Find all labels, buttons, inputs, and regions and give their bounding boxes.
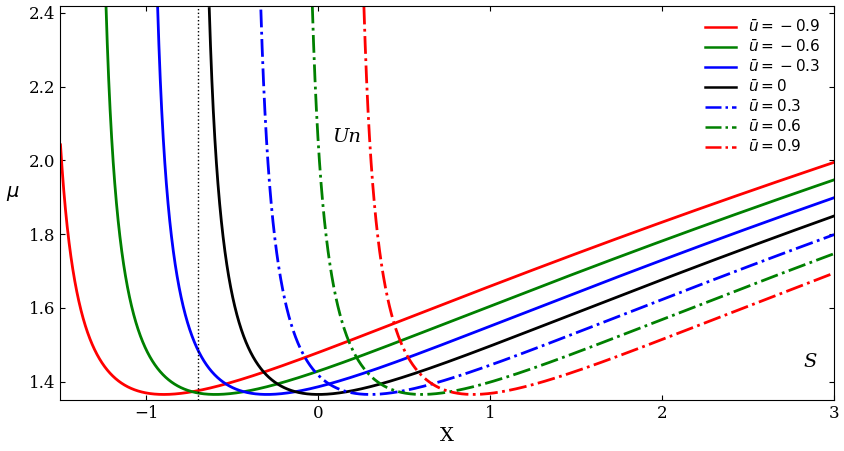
$\bar{u} = -0.9$: [694, 206, 704, 212]
$\bar{u} = 0$: [352, 387, 362, 392]
Line: $\bar{u} = 0.6$: $\bar{u} = 0.6$: [312, 5, 836, 395]
$\bar{u} = 0.9$: [831, 269, 841, 275]
$\bar{u} = -0.3$: [352, 373, 362, 378]
$\bar{u} = -0.6$: [694, 225, 704, 230]
$\bar{u} = 0.3$: [521, 349, 531, 354]
$\bar{u} = -0.6$: [521, 290, 531, 295]
$\bar{u} = -0.9$: [197, 387, 207, 392]
$\bar{u} = -0.3$: [635, 266, 645, 271]
$\bar{u} = -0.9$: [56, 142, 66, 147]
$\bar{u} = 0$: [521, 329, 531, 335]
$\bar{u} = 0.3$: [560, 334, 571, 340]
$\bar{u} = -0.3$: [831, 194, 841, 199]
$\bar{u} = -0.9$: [635, 227, 645, 233]
$\bar{u} = -0.3$: [521, 309, 531, 315]
$\bar{u} = -0.6$: [831, 176, 841, 181]
$\bar{u} = -0.9$: [521, 270, 531, 275]
$\bar{u} = 0.3$: [831, 230, 841, 236]
$\bar{u} = 0.6$: [560, 354, 571, 359]
Line: $\bar{u} = -0.6$: $\bar{u} = -0.6$: [106, 6, 836, 395]
$\bar{u} = 0.9$: [694, 322, 704, 328]
$\bar{u} = 0.6$: [635, 325, 645, 331]
$\bar{u} = -0.9$: [352, 335, 362, 340]
$\bar{u} = -0.9$: [159, 392, 169, 397]
$\bar{u} = -0.3$: [560, 294, 571, 299]
$\bar{u} = -0.6$: [560, 274, 571, 280]
$\bar{u} = 0.3$: [635, 305, 645, 311]
Line: $\bar{u} = 0.3$: $\bar{u} = 0.3$: [261, 9, 836, 395]
Line: $\bar{u} = 0$: $\bar{u} = 0$: [209, 9, 836, 395]
$\bar{u} = 0$: [635, 285, 645, 291]
$\bar{u} = 0$: [831, 212, 841, 217]
Legend: $\bar{u} = -0.9$, $\bar{u} = -0.6$, $\bar{u} = -0.3$, $\bar{u} = 0$, $\bar{u} = : $\bar{u} = -0.9$, $\bar{u} = -0.6$, $\ba…: [698, 13, 825, 161]
$\bar{u} = 0.6$: [521, 368, 531, 373]
$\bar{u} = -0.9$: [560, 255, 571, 260]
$\bar{u} = 0.9$: [635, 345, 645, 350]
$\bar{u} = 0.3$: [694, 282, 704, 288]
Y-axis label: $\mu$: $\mu$: [6, 184, 19, 203]
$\bar{u} = -0.3$: [694, 244, 704, 249]
Text: Un: Un: [332, 128, 360, 146]
X-axis label: X: X: [440, 428, 454, 446]
$\bar{u} = 0.9$: [521, 384, 531, 389]
$\bar{u} = 0.3$: [352, 391, 362, 396]
$\bar{u} = 0$: [694, 263, 704, 268]
Line: $\bar{u} = 0.9$: $\bar{u} = 0.9$: [364, 7, 836, 395]
Line: $\bar{u} = -0.9$: $\bar{u} = -0.9$: [61, 145, 836, 395]
Line: $\bar{u} = -0.3$: $\bar{u} = -0.3$: [158, 8, 836, 395]
$\bar{u} = 0.6$: [831, 250, 841, 255]
$\bar{u} = -0.6$: [352, 354, 362, 360]
$\bar{u} = -0.9$: [831, 158, 841, 164]
$\bar{u} = 0.9$: [560, 372, 571, 377]
$\bar{u} = 0$: [560, 314, 571, 319]
Text: S: S: [803, 353, 815, 371]
$\bar{u} = -0.3$: [197, 354, 207, 360]
$\bar{u} = -0.6$: [197, 391, 207, 396]
$\bar{u} = 0.6$: [352, 356, 362, 362]
$\bar{u} = -0.6$: [635, 246, 645, 252]
$\bar{u} = 0.6$: [694, 302, 704, 308]
